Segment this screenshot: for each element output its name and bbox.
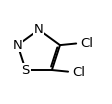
- Text: Cl: Cl: [72, 66, 85, 79]
- Text: Cl: Cl: [80, 37, 93, 50]
- Text: S: S: [22, 64, 30, 77]
- Text: N: N: [13, 39, 23, 52]
- Text: N: N: [34, 23, 44, 36]
